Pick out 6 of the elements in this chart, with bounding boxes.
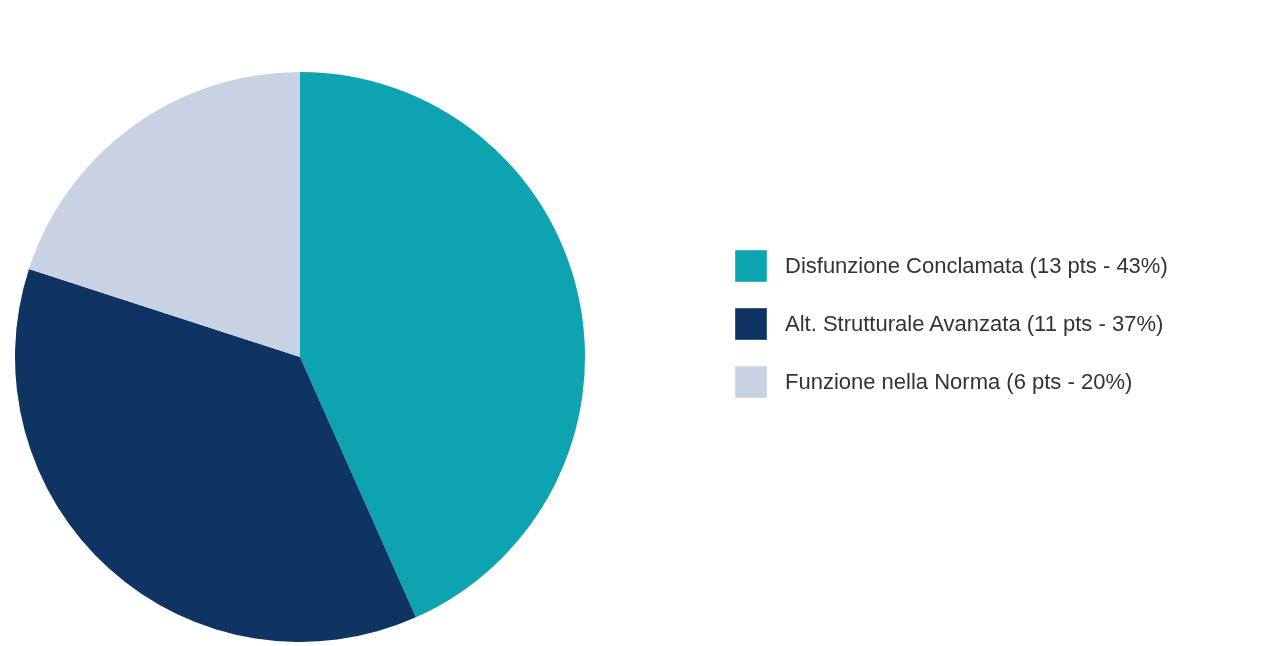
pie-slice (28, 72, 300, 357)
pie-slice (15, 268, 416, 642)
legend-label: Funzione nella Norma (6 pts - 20%) (785, 369, 1133, 394)
legend-label: Alt. Strutturale Avanzata (11 pts - 37%) (785, 311, 1164, 336)
pie-slice (300, 72, 585, 618)
legend-label: Disfunzione Conclamata (13 pts - 43%) (785, 253, 1168, 278)
